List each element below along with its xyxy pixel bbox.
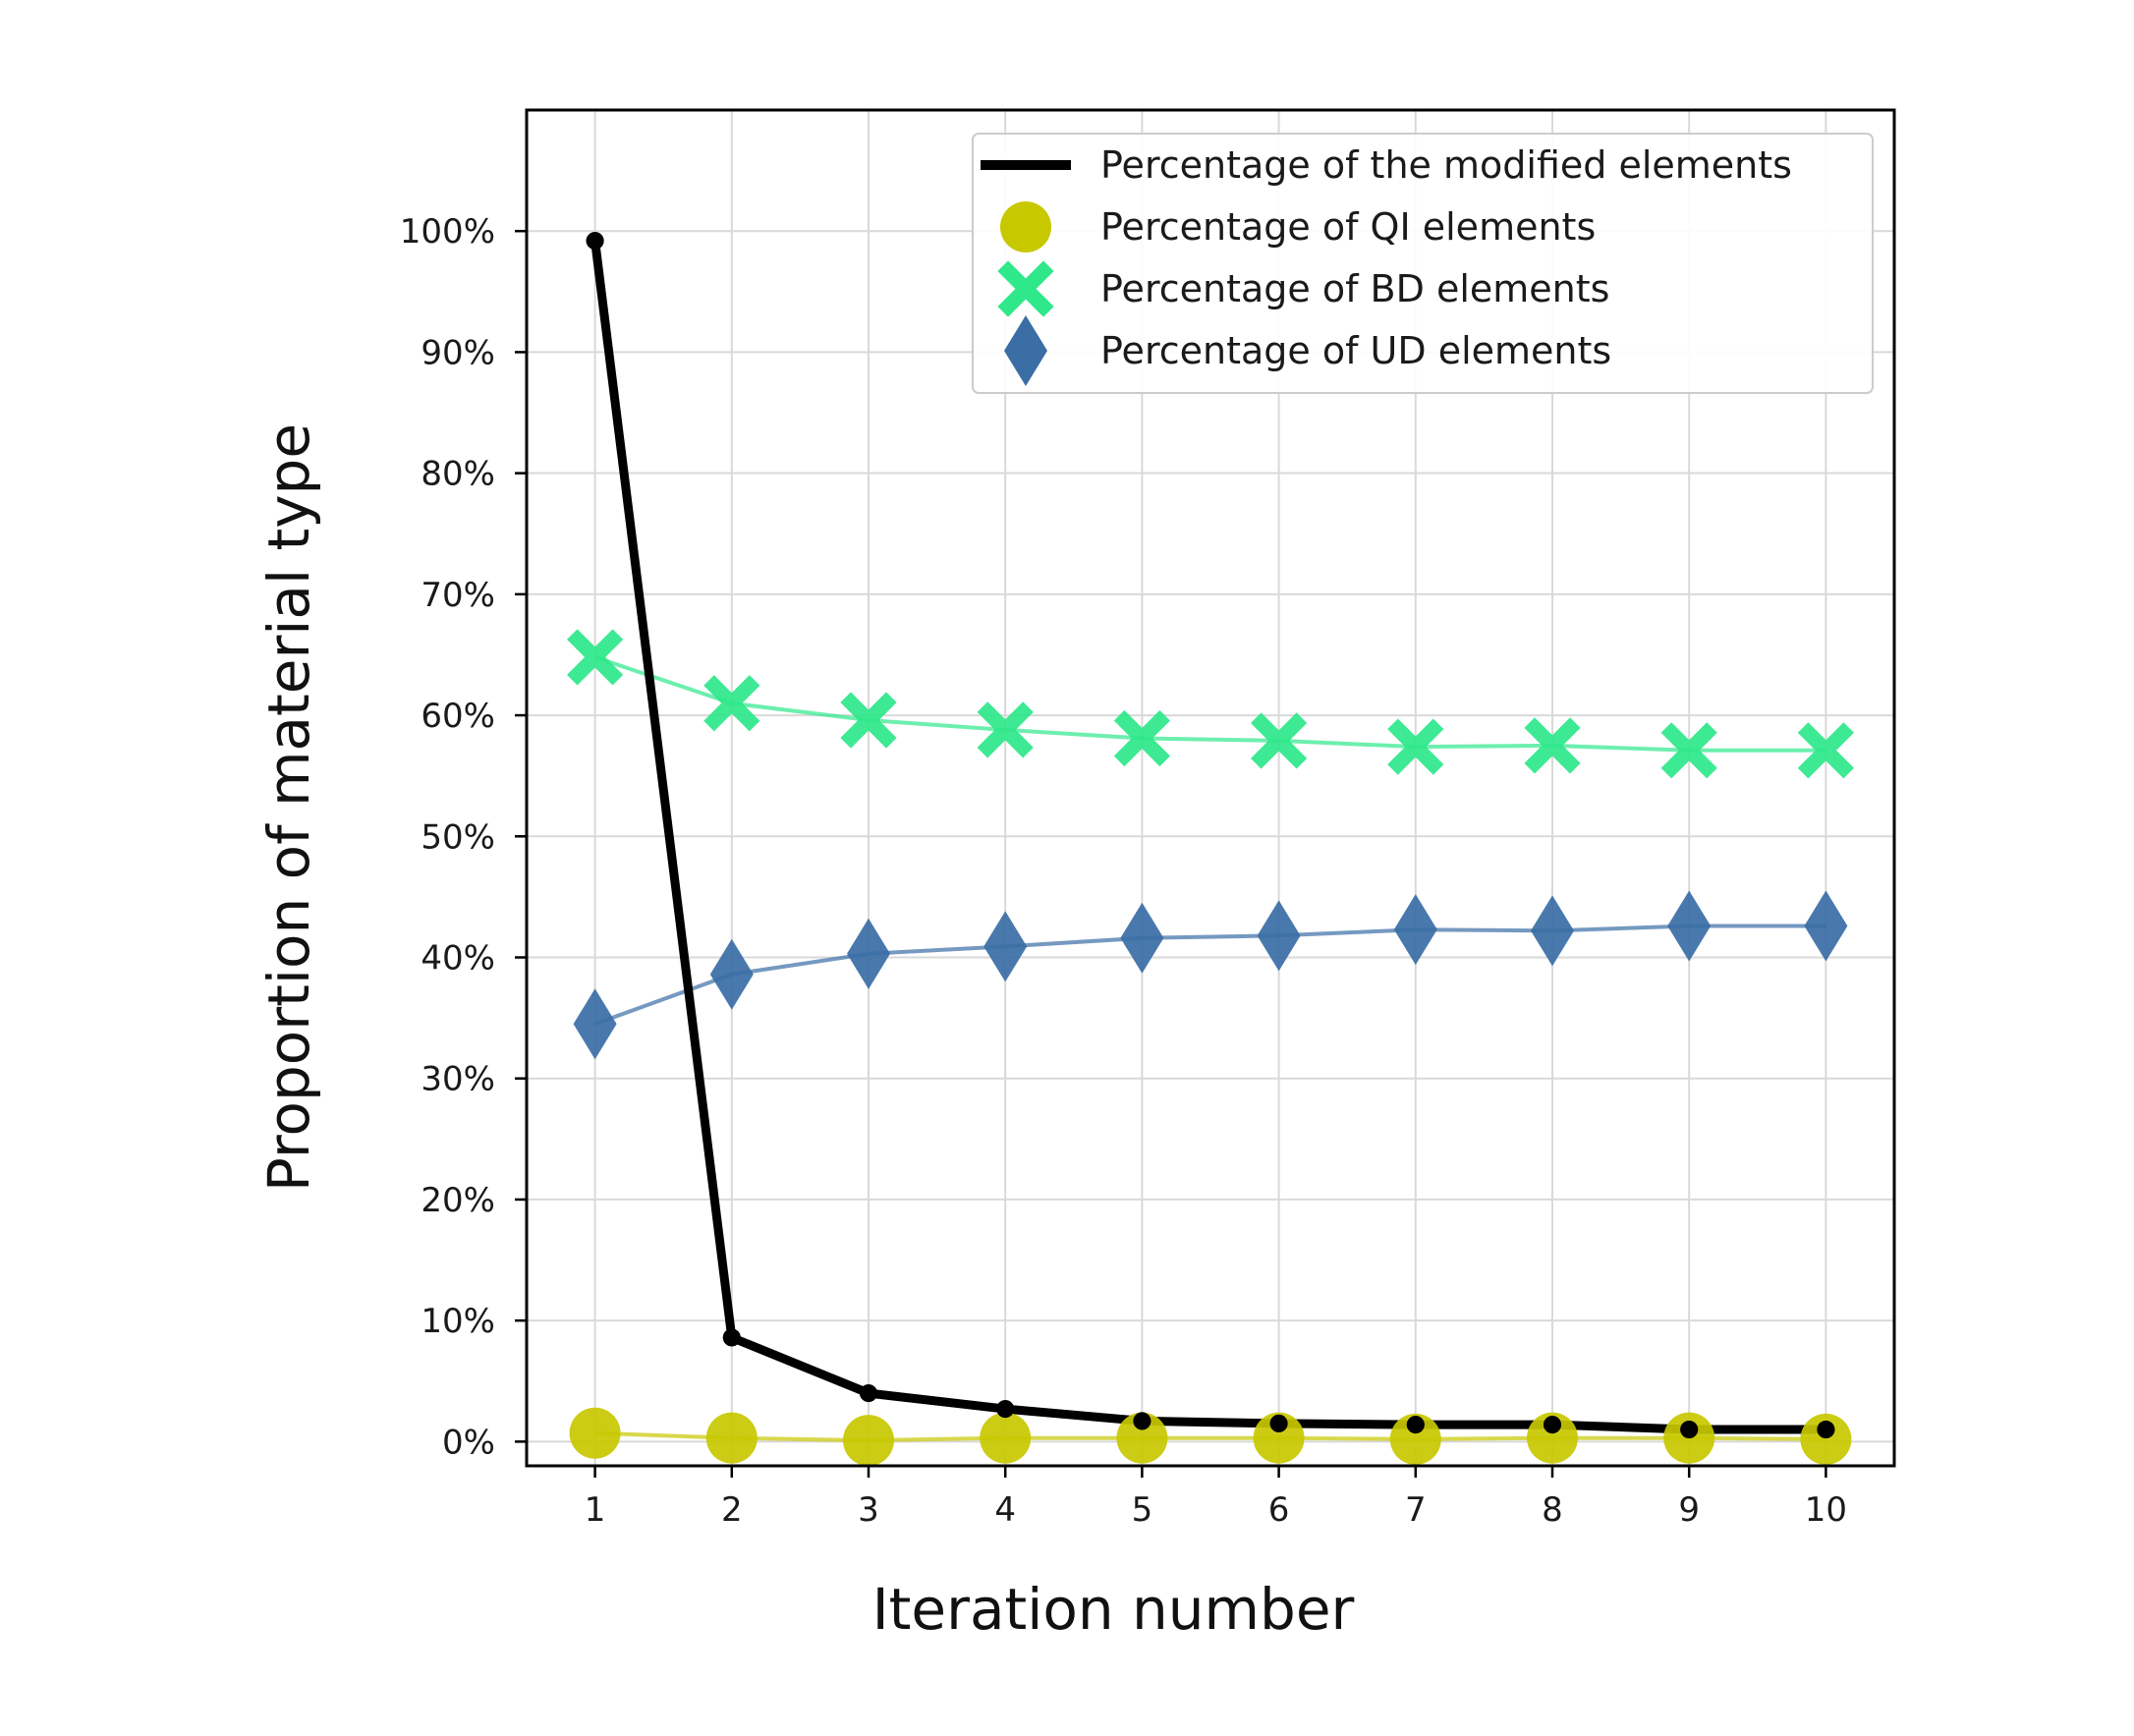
data-point	[1393, 894, 1437, 966]
x-tick-label: 10	[1805, 1490, 1847, 1530]
series-line-1	[594, 1430, 1826, 1443]
data-point-modified	[860, 1384, 877, 1403]
y-tick-label: 20%	[421, 1181, 495, 1220]
data-point	[847, 918, 890, 989]
data-point	[1120, 902, 1164, 974]
data-point	[573, 988, 617, 1060]
x-tick-label: 4	[994, 1490, 1016, 1530]
data-point	[1531, 895, 1574, 967]
legend-label: Percentage of the modified elements	[1100, 143, 1792, 187]
legend-swatch	[1000, 201, 1051, 252]
y-tick-label: 40%	[421, 939, 495, 979]
data-point	[1527, 1412, 1578, 1464]
plot-frame	[525, 108, 1896, 1468]
x-tick-label: 7	[1405, 1490, 1427, 1530]
legend-item: Percentage of the modified elements	[981, 143, 1792, 187]
data-point	[1797, 722, 1855, 779]
legend-item: Percentage of UD elements	[1004, 315, 1611, 386]
y-tick-label: 80%	[421, 455, 495, 494]
y-axis-title: Proportion of material type	[255, 423, 322, 1192]
y-tick-label: 70%	[421, 576, 495, 615]
x-tick-label: 9	[1678, 1490, 1700, 1530]
data-point	[980, 1412, 1032, 1464]
series-markers	[566, 232, 1855, 1467]
y-tick-label: 90%	[421, 333, 495, 372]
data-point	[1800, 1413, 1852, 1465]
data-point	[1389, 1413, 1441, 1465]
data-point	[566, 629, 624, 686]
data-point-modified	[996, 1400, 1015, 1419]
data-point-modified	[1133, 1412, 1151, 1430]
data-point	[840, 692, 897, 749]
data-point	[1253, 1412, 1305, 1464]
data-point-modified	[1680, 1421, 1699, 1439]
y-tick-label: 10%	[421, 1302, 495, 1341]
x-tick-label: 8	[1542, 1490, 1563, 1530]
y-tick-label: 100%	[400, 212, 495, 252]
data-point	[1250, 712, 1308, 769]
data-point	[569, 1407, 621, 1459]
y-axis-ticks: 0% 10% 20% 30% 40% 50% 60% 70% 80% 90% 100%	[400, 212, 527, 1462]
data-point	[703, 675, 760, 732]
legend: Percentage of the modified elements Perce…	[972, 133, 1874, 394]
x-tick-label: 1	[585, 1490, 606, 1530]
y-tick-label: 0%	[442, 1423, 495, 1462]
data-point	[709, 938, 754, 1010]
data-point	[1116, 1412, 1168, 1464]
series-line-3	[593, 924, 1826, 1027]
legend-swatch	[997, 260, 1054, 317]
data-point-modified	[586, 232, 604, 251]
data-point	[843, 1415, 894, 1467]
x-tick-label: 3	[858, 1490, 879, 1530]
data-point	[1387, 718, 1444, 775]
data-point	[1667, 890, 1712, 962]
x-tick-label: 2	[721, 1490, 743, 1530]
data-point-modified	[1817, 1421, 1835, 1439]
data-point-modified	[1406, 1416, 1425, 1434]
legend-box	[972, 133, 1874, 394]
legend-label: Percentage of BD elements	[1100, 267, 1609, 310]
legend-label: Percentage of UD elements	[1100, 329, 1611, 372]
y-tick-label: 50%	[421, 817, 495, 857]
data-point	[983, 911, 1028, 982]
x-axis-title: Iteration number	[872, 1576, 1355, 1643]
data-point	[1524, 717, 1581, 774]
data-point	[1804, 890, 1848, 962]
data-point	[1257, 900, 1301, 972]
y-tick-label: 30%	[421, 1060, 495, 1099]
data-point	[1113, 709, 1171, 767]
y-tick-label: 60%	[421, 697, 495, 736]
grid-lines	[527, 110, 1894, 1466]
x-tick-label: 6	[1268, 1490, 1290, 1530]
data-point	[977, 701, 1034, 758]
data-point	[705, 1412, 758, 1464]
series-lines	[590, 240, 1826, 1443]
x-axis-ticks: 1 2 3 4 5 6 7 8 9 10	[585, 1466, 1847, 1530]
data-point	[1660, 722, 1717, 779]
x-tick-label: 5	[1132, 1490, 1153, 1530]
series-line-2	[593, 655, 1826, 753]
legend-swatch	[1004, 315, 1047, 386]
data-point-modified	[722, 1328, 741, 1347]
legend-item: Percentage of BD elements	[997, 260, 1609, 317]
data-point-modified	[1269, 1414, 1288, 1432]
data-point-modified	[1544, 1416, 1561, 1434]
series-line-0	[590, 240, 1826, 1434]
legend-item: Percentage of QI elements	[1000, 201, 1596, 252]
legend-label: Percentage of QI elements	[1100, 205, 1596, 249]
